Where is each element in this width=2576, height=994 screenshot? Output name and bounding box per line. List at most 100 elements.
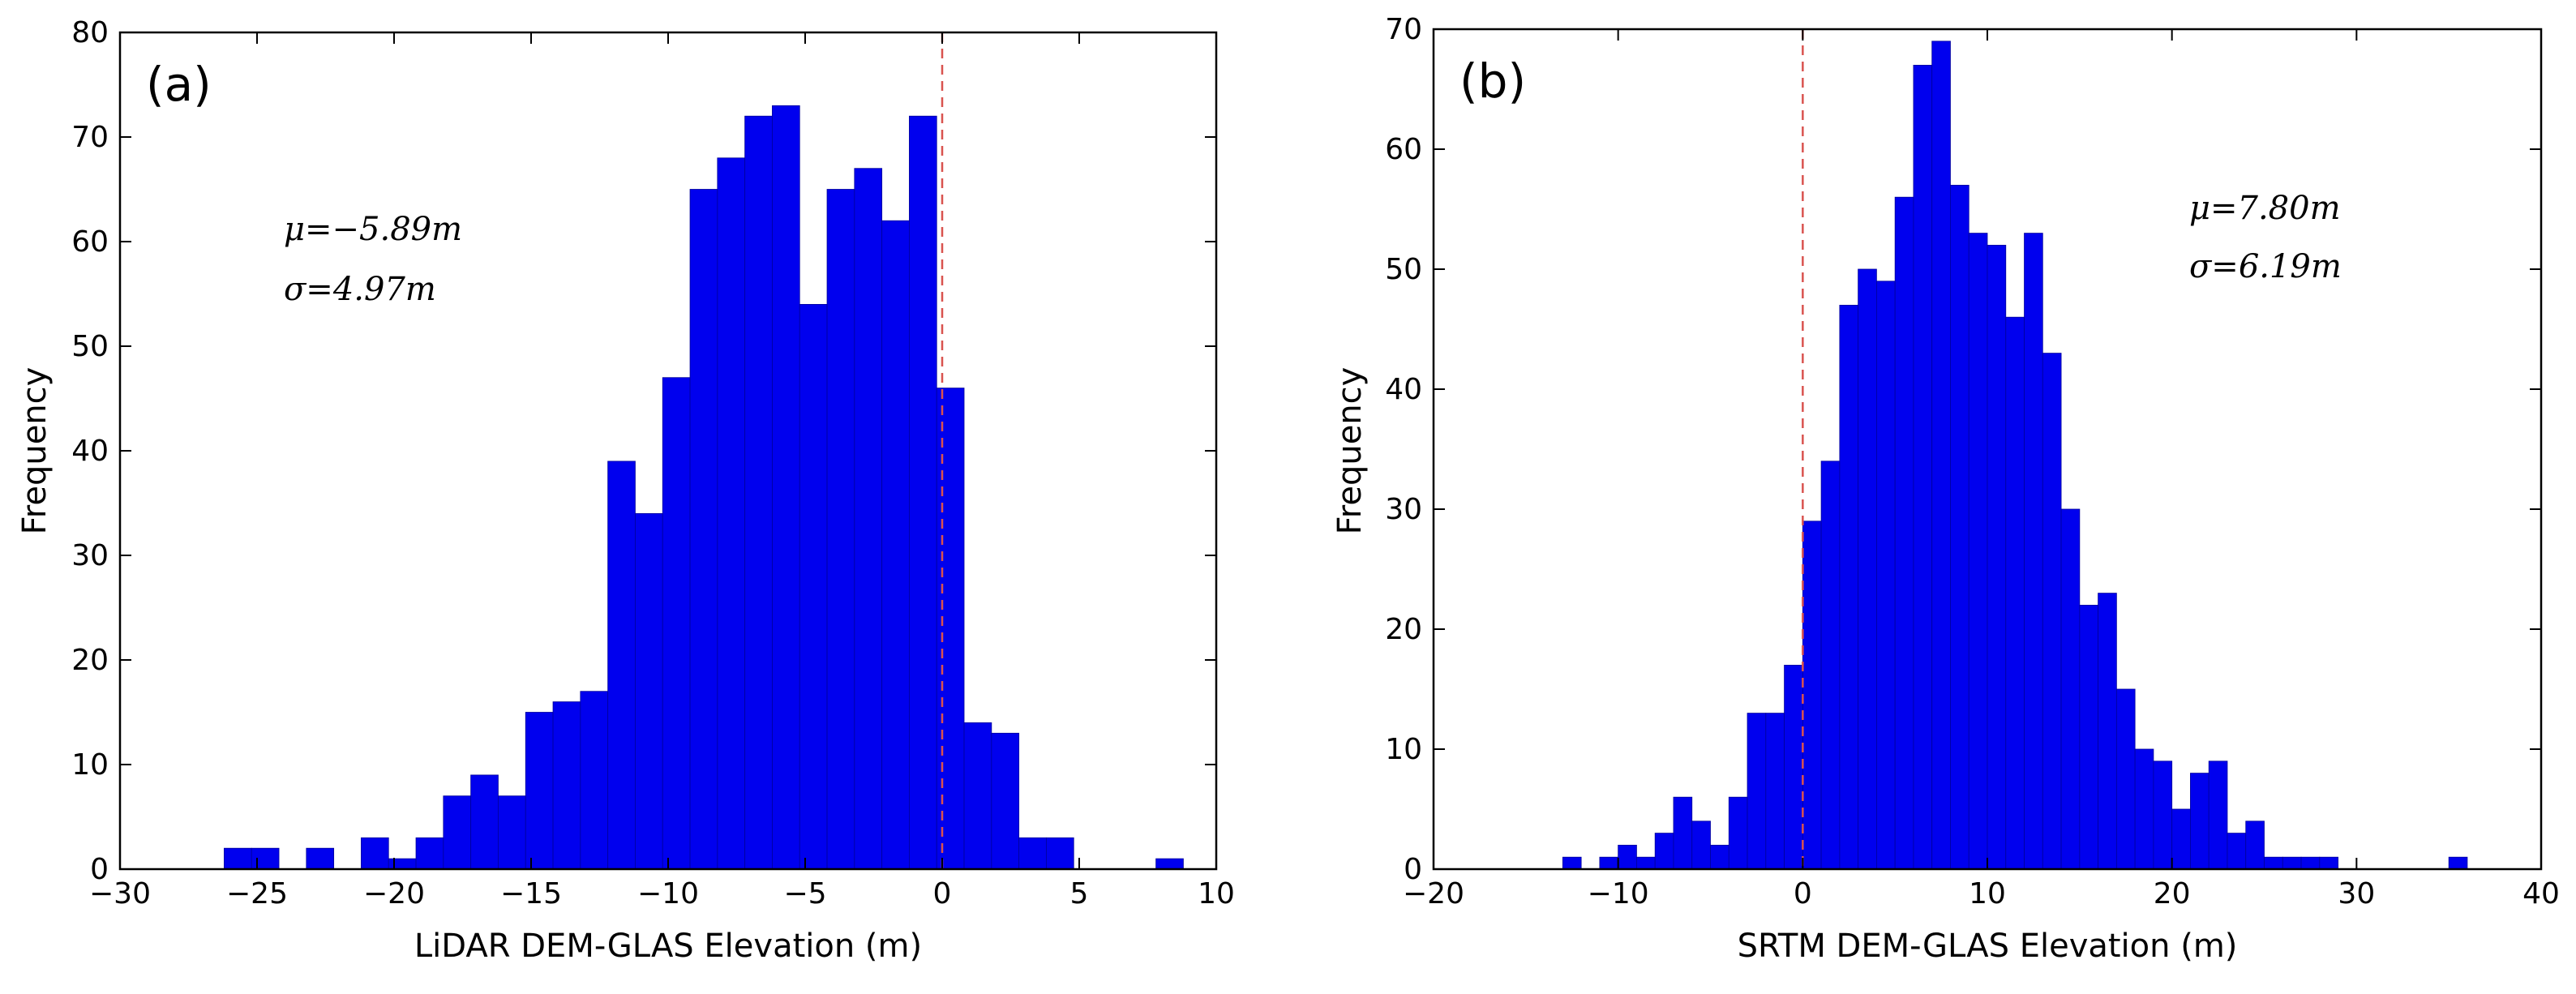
histogram-bar-a [470, 774, 499, 870]
y-tick-label-a: 20 [71, 644, 109, 677]
mean-label-a: μ=−5.89m [284, 211, 462, 248]
panel-label-a: (a) [146, 57, 212, 112]
histogram-bar-b [2171, 808, 2191, 870]
y-tick-label-b: 60 [1385, 133, 1422, 166]
histogram-bar-b [1618, 845, 1637, 870]
x-tick-label-a: −25 [226, 877, 288, 910]
histogram-bar-b [1968, 233, 1988, 870]
y-tick-label-a: 80 [71, 16, 109, 49]
y-tick-label-a: 70 [71, 121, 109, 154]
histogram-bar-a [306, 847, 335, 870]
histogram-bar-a [607, 461, 636, 870]
histogram-bar-a [224, 847, 252, 870]
plot-frame-b [1432, 28, 2543, 871]
x-tick-label-b: 20 [2154, 877, 2191, 910]
y-tick-label-b: 50 [1385, 253, 1422, 286]
histogram-bar-b [1839, 304, 1859, 870]
histogram-bar-a [1046, 837, 1074, 870]
histogram-bar-a [881, 220, 910, 870]
y-tick-label-b: 70 [1385, 13, 1422, 46]
y-tick-label-a: 30 [71, 539, 109, 572]
histogram-bar-b [1562, 856, 1582, 870]
x-tick-label-b: 40 [2522, 877, 2560, 910]
histogram-bar-a [826, 189, 855, 870]
histogram-bar-b [1673, 796, 1693, 870]
histogram-bar-b [2227, 833, 2247, 870]
histogram-bar-b [1931, 41, 1951, 870]
y-tick-label-b: 0 [1404, 853, 1422, 886]
histogram-bar-b [1950, 184, 1970, 870]
x-tick-label-b: 0 [1794, 877, 1812, 910]
histogram-bars-b [1562, 41, 2468, 870]
histogram-bar-a [991, 732, 1020, 870]
histogram-bar-a [635, 513, 663, 870]
histogram-bar-b [1875, 281, 1896, 870]
histogram-bar-b [2153, 760, 2173, 870]
histogram-panel-a: −30 −25 −20 −15 −10 −5 0 5 10 0 10 20 30 40 50 60 70 80 (… [16, 16, 1235, 965]
histogram-bar-b [2079, 605, 2099, 870]
histogram-bar-a [799, 303, 828, 870]
histogram-bar-a [772, 105, 800, 870]
histogram-bar-b [2024, 233, 2043, 870]
x-tick-label-a: −5 [783, 877, 826, 910]
x-tick-label-b: 10 [1969, 877, 2006, 910]
histogram-bar-b [1747, 713, 1767, 870]
plot-frame-a [118, 31, 1218, 871]
histogram-bar-b [2115, 688, 2136, 870]
x-tick-label-b: −10 [1588, 877, 1649, 910]
histogram-bar-b [2264, 856, 2283, 870]
histogram-bar-b [2448, 856, 2468, 870]
histogram-bar-a [388, 858, 417, 870]
histogram-bar-b [2208, 760, 2228, 870]
histogram-bar-b [1987, 244, 2007, 870]
x-tick-label-a: 5 [1070, 877, 1089, 910]
histogram-bar-b [1858, 268, 1877, 870]
histogram-bar-b [1654, 833, 1674, 870]
x-axis-label-b: SRTM DEM-GLAS Elevation (m) [1738, 928, 2238, 965]
histogram-bar-a [1018, 837, 1047, 870]
histogram-bar-b [1691, 820, 1711, 870]
histogram-bar-b [2005, 316, 2025, 870]
histogram-bar-b [1710, 845, 1729, 870]
histogram-bar-b [1599, 856, 1619, 870]
x-tick-label-a: −10 [637, 877, 699, 910]
y-tick-label-a: 50 [71, 330, 109, 363]
histogram-bar-b [2042, 353, 2062, 870]
panel-label-b: (b) [1459, 54, 1526, 109]
histogram-bar-b [1820, 461, 1841, 870]
y-tick-label-a: 10 [71, 748, 109, 782]
std-label-a: σ=4.97m [284, 271, 436, 308]
histogram-bar-a [854, 168, 883, 870]
histogram-bar-a [552, 701, 581, 870]
y-tick-label-b: 30 [1385, 493, 1422, 526]
histogram-bar-a [909, 115, 937, 870]
histogram-bar-b [2319, 856, 2338, 870]
y-axis-label-b: Frequency [1331, 367, 1369, 535]
histogram-bar-a [1155, 858, 1184, 870]
histogram-bar-a [717, 157, 746, 870]
x-tick-label-b: 30 [2338, 877, 2375, 910]
histogram-bar-b [1894, 196, 1914, 870]
histogram-bar-b [2134, 748, 2154, 870]
y-tick-label-a: 40 [71, 435, 109, 468]
histogram-bar-b [2282, 856, 2302, 870]
histogram-bar-b [2098, 593, 2117, 870]
histogram-bar-b [2190, 773, 2210, 870]
tick-marks-a [119, 32, 1217, 870]
histogram-bar-a [361, 837, 389, 870]
tick-labels-a: −30 −25 −20 −15 −10 −5 0 5 10 0 10 20 30 40 50 60 70 80 [71, 16, 1235, 910]
histogram-bar-b [1765, 713, 1785, 870]
tick-labels-b: −20 −10 0 10 20 30 40 0 10 20 30 40 50 60 70 [1385, 13, 2560, 910]
histogram-bar-a [936, 388, 965, 870]
histogram-bar-b [1913, 65, 1933, 870]
histogram-bar-a [580, 691, 609, 870]
histogram-bars-a [224, 105, 1184, 870]
x-tick-label-a: 0 [933, 877, 952, 910]
histogram-bar-a [963, 722, 992, 870]
y-tick-label-a: 60 [71, 225, 109, 259]
histogram-bar-a [744, 115, 773, 870]
x-tick-label-a: −15 [500, 877, 562, 910]
histogram-bar-b [2245, 820, 2265, 870]
y-tick-label-a: 0 [90, 853, 109, 886]
x-tick-label-a: 10 [1198, 877, 1235, 910]
